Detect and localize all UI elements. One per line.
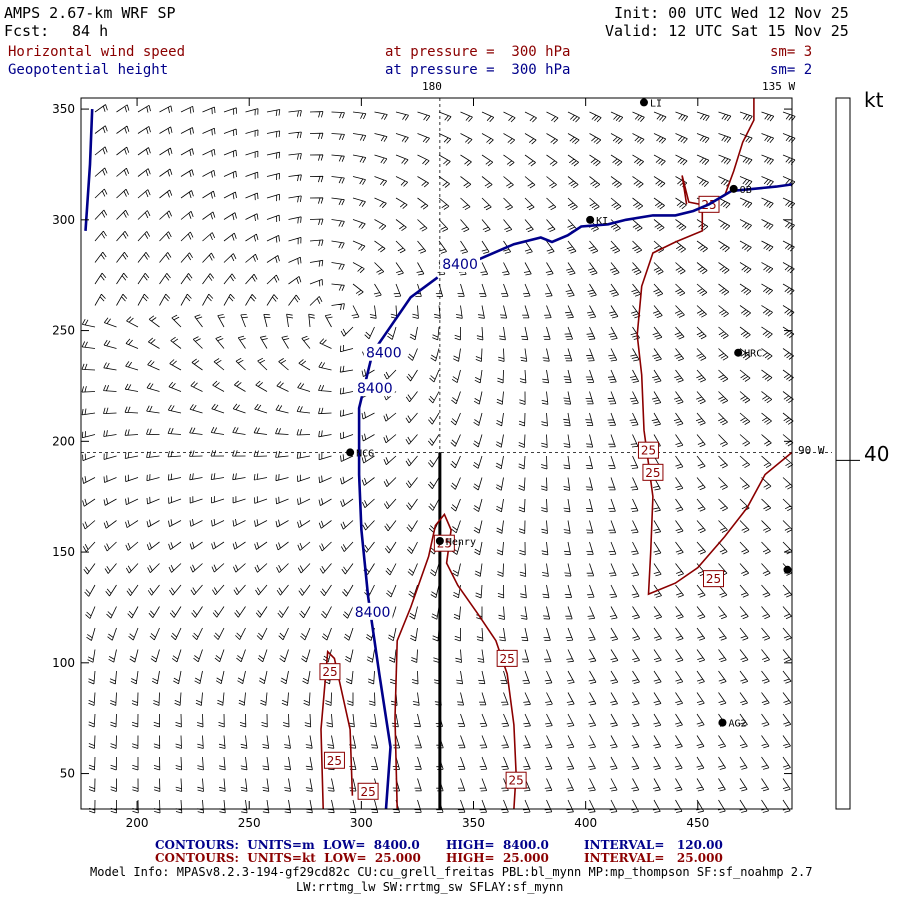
colorbar-unit: kt: [864, 88, 884, 112]
axis-ticks: 200 250 300 350 400 450 50 100 150 200 250 300 350: [52, 98, 792, 830]
field2-level: at pressure = 300 hPa: [385, 62, 571, 78]
station-label: KI: [596, 216, 608, 227]
speed-contour-label-box: [357, 782, 379, 800]
meridian-label-90w: 90 W: [798, 444, 825, 457]
speed-contour-line: [681, 175, 701, 206]
height-contour-line: [477, 183, 793, 261]
station-label: NCG: [356, 448, 374, 459]
speed-contour-label: 25: [327, 754, 342, 768]
speed-contour-line: [636, 98, 793, 596]
field2-name: Geopotential height: [8, 62, 169, 78]
x-tick-label: 200: [126, 816, 149, 830]
y-tick-label: 250: [52, 324, 75, 338]
x-tick-label: 350: [462, 816, 485, 830]
y-tick-label: 100: [52, 656, 75, 670]
forecast-hours: 84 h: [72, 22, 109, 40]
station-label: HRC: [744, 349, 762, 360]
colorbar: [835, 97, 860, 810]
footer-model-info-2: LW:rrtmg_lw SW:rrtmg_sw SFLAY:sf_mynn: [296, 880, 564, 894]
speed-contour-label-box: [642, 463, 664, 481]
model-title: AMPS 2.67-km WRF SP: [4, 4, 176, 22]
height-contour-label: 8400: [366, 346, 402, 362]
station-marker: [639, 98, 648, 107]
station-marker: [729, 184, 738, 193]
meridian-label-180: 180: [422, 80, 442, 93]
speed-contour-label-box: [319, 663, 341, 681]
field1-smooth: sm= 3: [770, 44, 813, 60]
valid-time: Valid: 12 UTC Sat 15 Nov 25: [605, 22, 849, 40]
footer-model-info: Model Info: MPASv8.2.3-194-gf29cd82c CU:…: [90, 865, 813, 879]
height-contour-line: [357, 276, 439, 810]
wind-barb-field: [81, 104, 796, 814]
y-tick-label: 150: [52, 545, 75, 559]
height-contour-label-bg: [440, 255, 481, 273]
meridian-label-135w: 135 W: [762, 80, 796, 93]
speed-contour-label: 25: [500, 652, 515, 666]
station-label: Henry: [446, 537, 476, 548]
footer-speed-interval: INTERVAL= 25.000: [584, 851, 723, 865]
plot-frame: [80, 97, 793, 810]
height-contour-label-bg: [363, 343, 404, 361]
speed-contour-label: 25: [508, 774, 523, 788]
y-tick-label: 200: [52, 434, 75, 448]
stations: LI OB KI HRC NCG Henry AG2: [346, 98, 792, 730]
colorbar-box: [835, 97, 851, 810]
plot-border: [80, 97, 793, 810]
speed-contour-label-box: [496, 649, 518, 667]
station-marker: [435, 536, 444, 545]
forecast-label: Fcst:: [4, 22, 50, 40]
height-contour-label: 8400: [355, 605, 391, 621]
y-tick-label: 350: [52, 102, 75, 116]
height-contour-label: 8400: [357, 381, 393, 397]
station-label: OB: [740, 185, 752, 196]
height-contour-label-bg: [352, 602, 393, 620]
field1-name: Horizontal wind speed: [8, 44, 186, 60]
station-marker: [718, 718, 727, 727]
footer-height-contours: CONTOURS: UNITS=m LOW= 8400.0: [155, 838, 420, 852]
y-tick-label: 300: [52, 213, 75, 227]
speed-contour-label: 25: [360, 785, 375, 799]
speed-contour-label: 25: [645, 466, 660, 480]
y-tick-label: 50: [60, 767, 75, 781]
height-contours: 8400 8400 8400 8400: [84, 109, 793, 810]
x-tick-label: 450: [686, 816, 709, 830]
footer-speed-high: HIGH= 25.000: [446, 851, 549, 865]
x-tick-label: 300: [350, 816, 373, 830]
footer-height-interval: INTERVAL= 120.00: [584, 838, 723, 852]
station-marker: [783, 565, 792, 574]
footer-height-high: HIGH= 8400.0: [446, 838, 549, 852]
x-tick-label: 400: [574, 816, 597, 830]
station-label: LI: [650, 98, 662, 109]
footer-speed-contours: CONTOURS: UNITS=kt LOW= 25.000: [155, 851, 421, 865]
speed-contour-label: 25: [322, 665, 337, 679]
station-label: AG2: [728, 719, 746, 730]
wind-barbs: [81, 104, 796, 814]
height-contour-label-bg: [354, 379, 395, 397]
init-time: Init: 00 UTC Wed 12 Nov 25: [614, 4, 849, 22]
speed-contour-label-box: [637, 441, 659, 459]
x-tick-label: 250: [238, 816, 261, 830]
height-contour-label: 8400: [442, 257, 478, 273]
field1-level: at pressure = 300 hPa: [385, 44, 571, 60]
speed-contour-label-box: [505, 771, 527, 789]
speed-contour-label: 25: [706, 572, 721, 586]
station-marker: [586, 215, 595, 224]
speed-contour-line: [320, 649, 354, 810]
speed-contour-label-box: [323, 751, 345, 769]
colorbar-value: 40: [864, 442, 890, 466]
station-marker: [346, 448, 355, 457]
height-contour-line: [84, 109, 94, 231]
station-marker: [734, 348, 743, 357]
field2-smooth: sm= 2: [770, 62, 813, 78]
speed-contour-label: 25: [641, 444, 656, 458]
speed-contour-label-box: [702, 570, 724, 588]
